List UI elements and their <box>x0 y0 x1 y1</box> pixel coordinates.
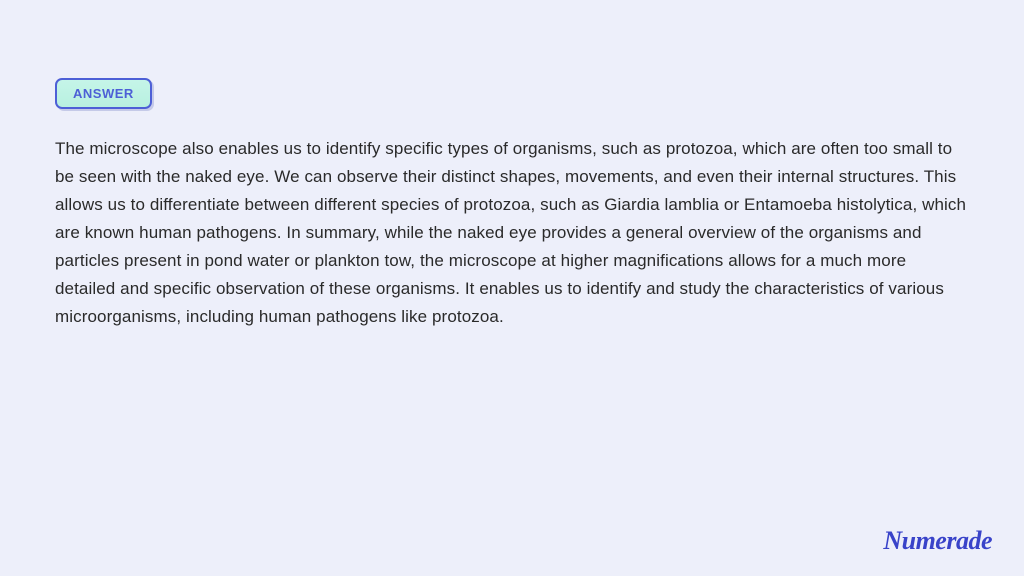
numerade-logo: Numerade <box>883 526 992 556</box>
answer-text: The microscope also enables us to identi… <box>55 135 969 331</box>
answer-badge-label: ANSWER <box>73 86 134 101</box>
answer-badge: ANSWER <box>55 78 152 109</box>
content-wrapper: ANSWER The microscope also enables us to… <box>0 0 1024 331</box>
